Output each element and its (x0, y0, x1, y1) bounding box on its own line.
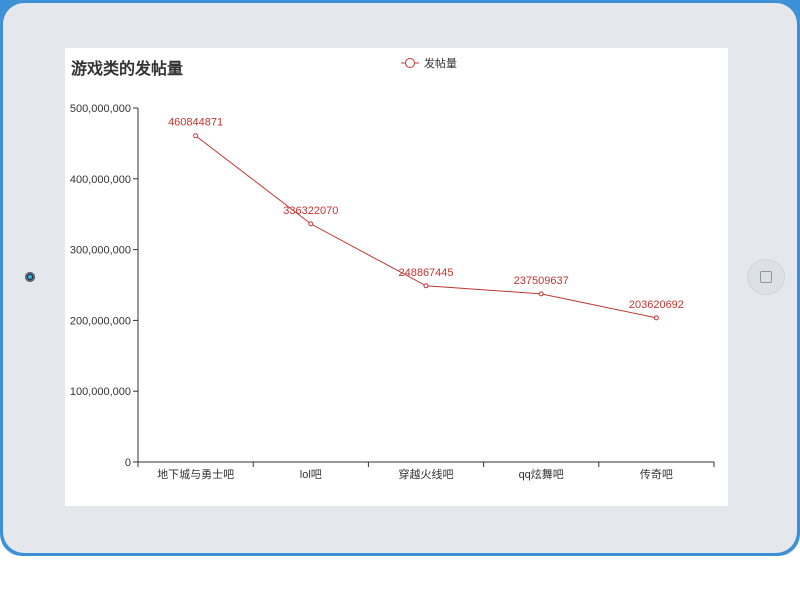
series-line (195, 135, 657, 319)
data-label: 248867445 (398, 267, 453, 279)
camera-icon (25, 272, 35, 282)
data-point (308, 221, 314, 227)
y-tick-label: 0 (125, 457, 131, 469)
data-point (423, 283, 429, 289)
data-point (653, 315, 659, 321)
legend-label: 发帖量 (424, 56, 457, 70)
data-point (193, 133, 199, 139)
y-tick-label: 300,000,000 (70, 245, 131, 257)
chart-container: 游戏类的发帖量 0 100,000,000 200,000,000 300,000,0… (65, 48, 728, 506)
x-tick-label: qq炫舞吧 (519, 467, 564, 481)
chart-title: 游戏类的发帖量 (71, 59, 184, 78)
y-tick-label: 200,000,000 (70, 315, 131, 327)
y-tick-label: 100,000,000 (70, 386, 131, 398)
y-tick-label: 500,000,000 (70, 103, 131, 115)
x-tick-label: 传奇吧 (640, 468, 673, 481)
data-label: 336322070 (283, 205, 338, 217)
data-label: 203620692 (629, 299, 684, 311)
x-tick-label: lol吧 (300, 469, 322, 481)
line-chart: 0 100,000,000 200,000,000 300,000,000 400,00… (70, 56, 715, 481)
x-tick-label: 穿越火线吧 (399, 467, 454, 481)
home-button-icon[interactable] (748, 260, 784, 294)
x-tick-label: 地下城与勇士吧 (157, 468, 234, 481)
data-point (538, 291, 544, 297)
data-label: 460844871 (168, 117, 223, 129)
data-label: 237509637 (514, 275, 569, 287)
y-tick-label: 400,000,000 (70, 174, 131, 186)
legend-marker-icon (405, 58, 415, 68)
